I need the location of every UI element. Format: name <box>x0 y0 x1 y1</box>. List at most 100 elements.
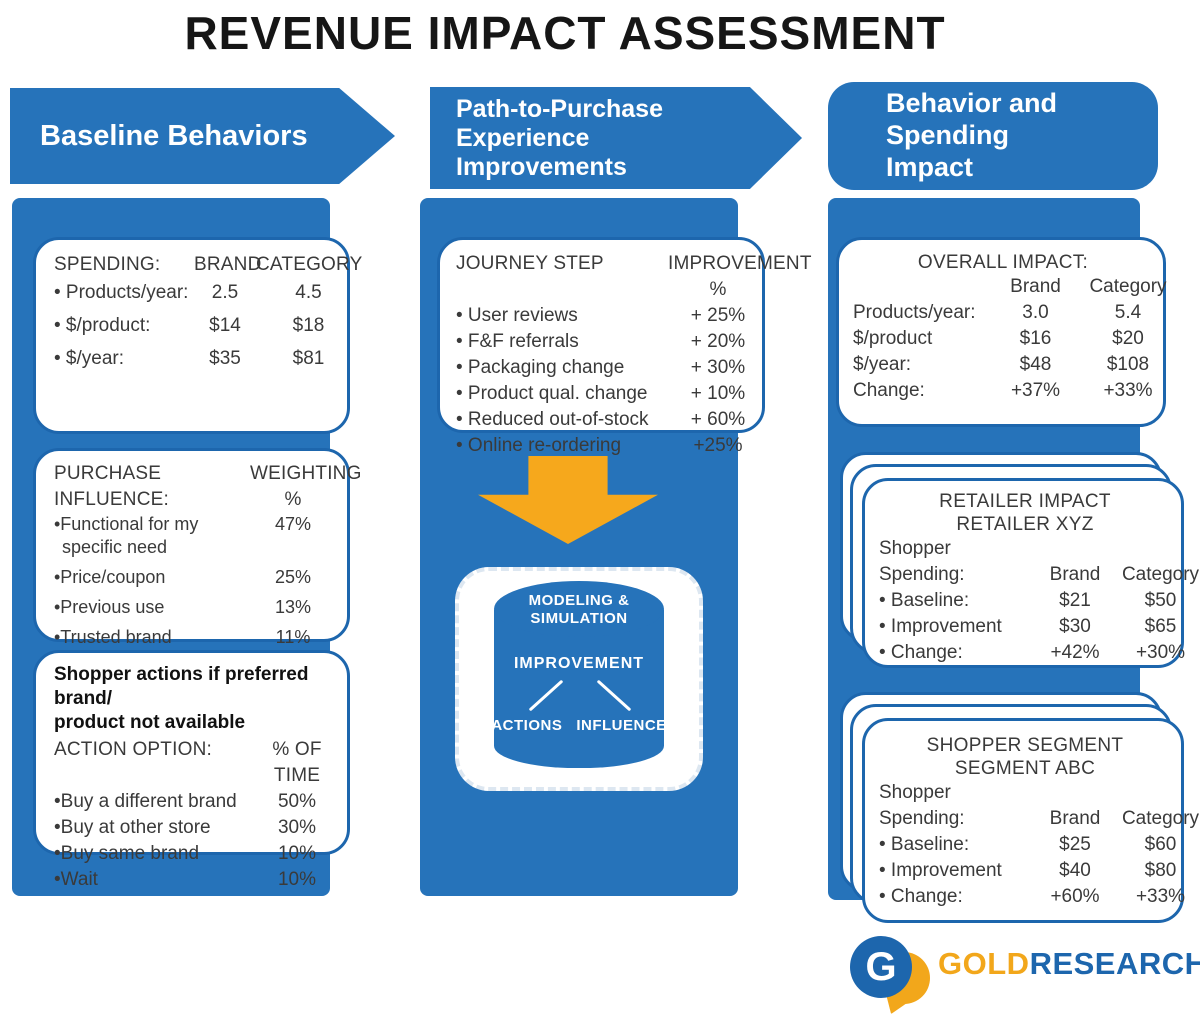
table-row: Change: +37% +33% <box>853 378 1153 404</box>
table-row: • $/product: $14 $18 <box>54 313 337 339</box>
lead-label: Shopper <box>879 782 951 803</box>
row-category: +33% <box>1103 380 1153 401</box>
table-row: $/year: $48 $108 <box>853 352 1153 378</box>
segment-title: SHOPPER SEGMENT SEGMENT ABC <box>879 734 1171 780</box>
influence-col-weighting: WEIGHTING % <box>250 463 362 510</box>
row-value: +25% <box>693 435 743 456</box>
segment-title-line1: SHOPPER SEGMENT <box>926 735 1124 756</box>
actions-col-option: ACTION OPTION: <box>54 739 212 760</box>
row-label: •Wait <box>54 869 98 890</box>
header-arrow-path-to-purchase: Path-to-Purchase Experience Improvements <box>430 87 802 189</box>
row-label: • $/product: <box>54 315 151 336</box>
influence-header-row: PURCHASE INFLUENCE: WEIGHTING % <box>54 461 362 513</box>
spending-title: SPENDING: <box>54 254 161 275</box>
overall-header-row: Brand Category <box>853 274 1166 300</box>
card-purchase-influence: PURCHASE INFLUENCE: WEIGHTING % •Functio… <box>33 448 362 677</box>
influence-title: PURCHASE INFLUENCE: <box>54 463 169 510</box>
card-shopper-segment: SHOPPER SEGMENT SEGMENT ABC Shopper Spen… <box>862 718 1199 923</box>
retailer-title-line2: RETAILER XYZ <box>956 514 1094 535</box>
row-category: $50 <box>1144 590 1177 611</box>
row-brand: $16 <box>1019 328 1052 349</box>
table-row: •Buy at other store 30% <box>54 815 337 841</box>
row-label: •Previous use <box>54 597 165 617</box>
row-brand: $21 <box>1059 590 1091 611</box>
row-label: •Buy at other store <box>54 817 211 838</box>
row-label: • Baseline: <box>879 590 970 611</box>
lead-label: Shopper <box>879 538 951 559</box>
retailer-col-category: Category <box>1121 564 1200 585</box>
row-value: + 30% <box>690 357 746 378</box>
row-brand: $25 <box>1059 834 1091 855</box>
table-row: • Reduced out-of-stock + 60% <box>456 407 752 433</box>
header-arrow-baseline-behaviors: Baseline Behaviors <box>10 88 395 184</box>
row-value: 10% <box>277 843 317 864</box>
table-row: • Product qual. change + 10% <box>456 381 752 407</box>
retailer-lead: Shopper <box>879 536 1171 562</box>
row-brand: +60% <box>1050 886 1100 907</box>
row-value: + 60% <box>690 409 746 430</box>
row-label: •Buy a different brand <box>54 791 237 812</box>
spending-col-category: CATEGORY <box>256 254 363 275</box>
table-row: • F&F referrals + 20% <box>456 329 752 355</box>
logo-word-research: RESEARCH <box>1029 946 1200 981</box>
row-brand: $35 <box>209 348 241 369</box>
table-row: • Improvement $40 $80 <box>879 858 1176 884</box>
logo-speech-tail <box>886 994 920 1014</box>
table-row: •Functional for my specific need 47% <box>54 513 337 559</box>
table-row: • Change: +42% +30% <box>879 640 1185 666</box>
model-top-line2: SIMULATION <box>530 610 628 627</box>
row-value: 25% <box>274 567 312 587</box>
actions-title-line2: product not available <box>54 712 246 733</box>
model-label-top: MODELING & SIMULATION <box>494 592 664 628</box>
header-behavior-spending-impact: Behavior and Spending Impact <box>828 82 1158 190</box>
row-value: 13% <box>274 597 312 617</box>
row-label: $/year: <box>853 354 912 375</box>
table-row: •Trusted brand 11% <box>54 626 337 649</box>
model-label-improvement: IMPROVEMENT <box>513 655 645 672</box>
gold-research-logo-text: GOLDRESEARCHINC. <box>938 946 1200 982</box>
row-label: • Packaging change <box>456 357 625 378</box>
table-row: •Buy same brand 10% <box>54 841 337 867</box>
row-value: 30% <box>277 817 317 838</box>
header-baseline-label: Baseline Behaviors <box>40 119 308 152</box>
row-value: + 10% <box>690 383 746 404</box>
model-label-bottom: ACTIONS INFLUENCE <box>491 717 666 734</box>
row-category: +30% <box>1135 642 1186 663</box>
row-label: • Online re-ordering <box>456 435 622 456</box>
table-row: • Baseline: $21 $50 <box>879 588 1176 614</box>
segment-header-row: Spending: Brand Category <box>879 806 1199 832</box>
row-label: •Buy same brand <box>54 843 200 864</box>
row-value: + 25% <box>690 305 746 326</box>
retailer-header-row: Spending: Brand Category <box>879 562 1199 588</box>
journey-col-step: JOURNEY STEP <box>456 253 604 274</box>
row-label: •Price/coupon <box>54 567 166 587</box>
row-label: • Change: <box>879 886 963 907</box>
table-row: •Price/coupon 25% <box>54 566 337 589</box>
spending-col-brand: BRAND <box>194 254 262 275</box>
row-value: 11% <box>275 627 311 647</box>
row-brand: 3.0 <box>1022 302 1049 323</box>
overall-col-brand: Brand <box>1010 276 1061 297</box>
cylinder-top <box>494 581 664 637</box>
table-row: •Buy a different brand 50% <box>54 789 337 815</box>
row-brand: $40 <box>1059 860 1091 881</box>
row-label: • $/year: <box>54 348 125 369</box>
table-row: • $/year: $35 $81 <box>54 346 337 372</box>
row-label: • Baseline: <box>879 834 970 855</box>
row-value: 50% <box>277 791 317 812</box>
header-path-label: Path-to-Purchase Experience Improvements <box>456 94 663 181</box>
spending-header-row: SPENDING: BRAND CATEGORY <box>54 252 362 278</box>
row-label: • Improvement <box>879 860 1002 881</box>
row-label-line1: •Functional for my <box>54 514 199 534</box>
row-label: Change: <box>853 380 925 401</box>
retailer-title: RETAILER IMPACT RETAILER XYZ <box>879 490 1171 536</box>
table-row: • Packaging change + 30% <box>456 355 752 381</box>
table-row: •Previous use 13% <box>54 596 337 619</box>
card-shopper-actions: Shopper actions if preferred brand/ prod… <box>33 650 350 890</box>
segment-title-line2: SEGMENT ABC <box>954 758 1096 779</box>
row-label-line2: specific need <box>62 537 168 557</box>
retailer-col-spending: Spending: <box>879 564 965 585</box>
overall-title: OVERALL IMPACT: <box>917 252 1089 273</box>
row-label: • F&F referrals <box>456 331 579 352</box>
